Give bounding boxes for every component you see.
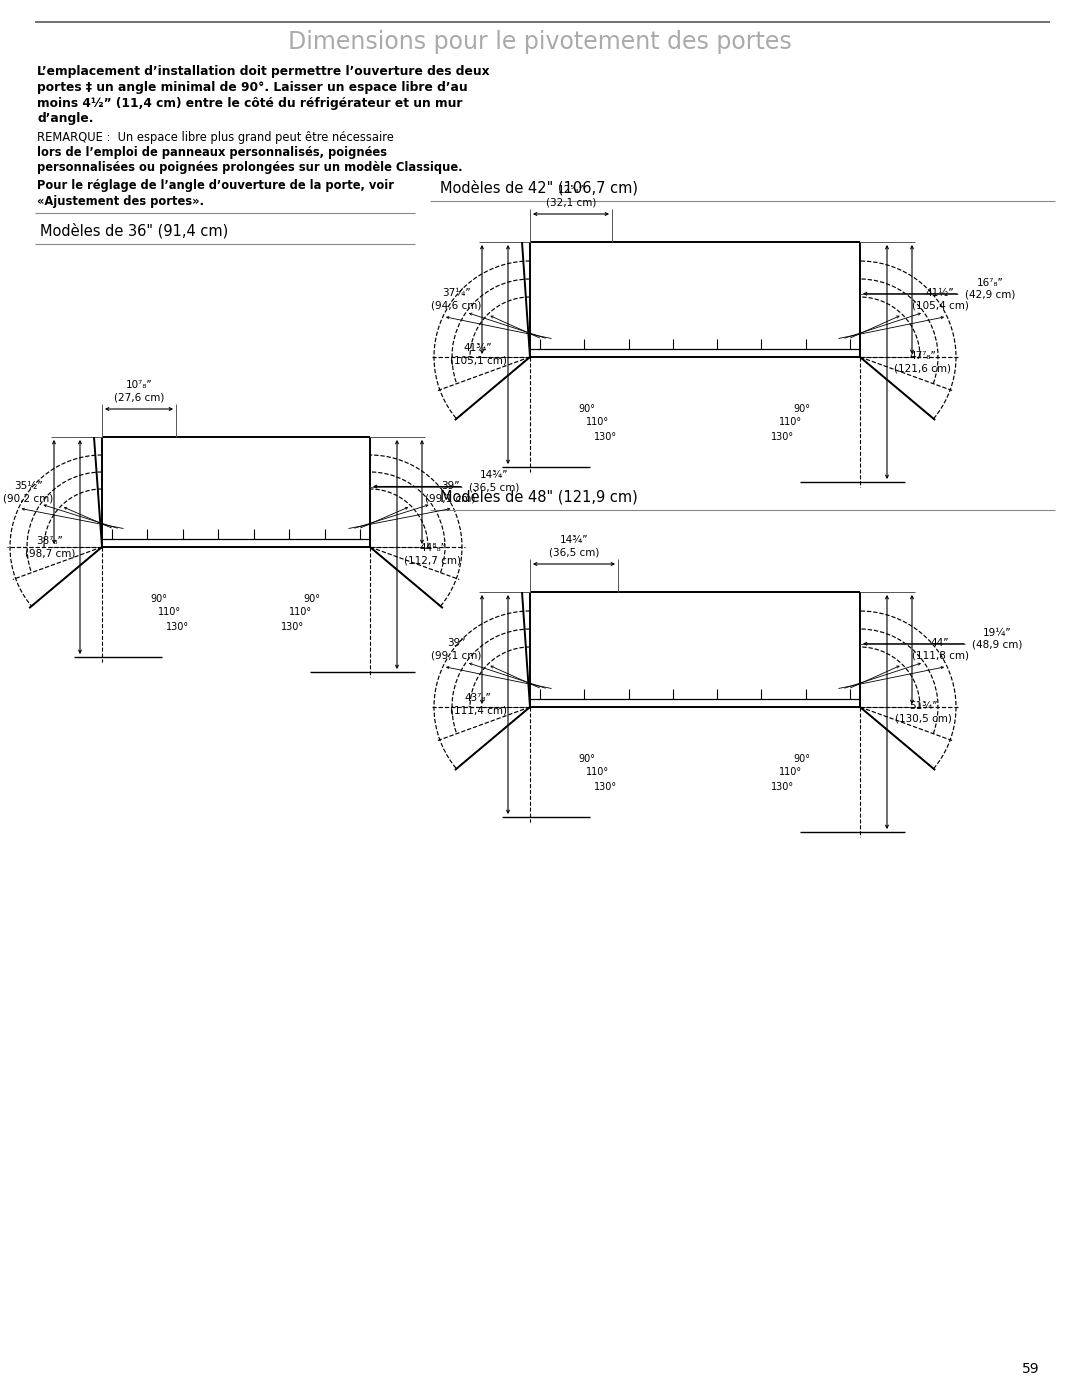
Text: lors de l’emploi de panneaux personnalisés, poignées: lors de l’emploi de panneaux personnalis… <box>37 147 387 159</box>
Text: REMARQUE :  Un espace libre plus grand peut être nécessaire: REMARQUE : Un espace libre plus grand pe… <box>37 130 394 144</box>
Text: «Ajustement des portes».: «Ajustement des portes». <box>37 194 204 208</box>
Text: 130°: 130° <box>771 432 794 441</box>
Text: Modèles de 36" (91,4 cm): Modèles de 36" (91,4 cm) <box>40 224 228 239</box>
Text: 16⁷₈”
(42,9 cm): 16⁷₈” (42,9 cm) <box>964 278 1015 300</box>
Text: d’angle.: d’angle. <box>37 112 94 124</box>
Text: 110°: 110° <box>779 416 802 427</box>
Text: 130°: 130° <box>771 782 794 792</box>
Text: 130°: 130° <box>166 622 189 631</box>
Text: 51¾”
(130,5 cm): 51¾” (130,5 cm) <box>894 701 951 724</box>
Text: 130°: 130° <box>281 622 303 631</box>
Text: L’emplacement d’installation doit permettre l’ouverture des deux: L’emplacement d’installation doit permet… <box>37 66 489 78</box>
Text: 130°: 130° <box>594 782 617 792</box>
Text: 47⁷₈”
(121,6 cm): 47⁷₈” (121,6 cm) <box>894 351 951 373</box>
Text: personnalisées ou poignées prolongées sur un modèle Classique.: personnalisées ou poignées prolongées su… <box>37 162 462 175</box>
Text: 130°: 130° <box>594 432 617 441</box>
Text: 43⁷₈”
(111,4 cm): 43⁷₈” (111,4 cm) <box>449 693 507 715</box>
Text: 90°: 90° <box>578 404 595 414</box>
Text: 35½”
(90,2 cm): 35½” (90,2 cm) <box>3 481 53 503</box>
Text: 90°: 90° <box>793 404 810 414</box>
Text: 90°: 90° <box>578 754 595 764</box>
Text: 14¾”
(36,5 cm): 14¾” (36,5 cm) <box>549 535 599 557</box>
Text: 59: 59 <box>1023 1362 1040 1376</box>
Text: 39”
(99,1 cm): 39” (99,1 cm) <box>431 638 482 661</box>
Text: portes ‡ un angle minimal de 90°. Laisser un espace libre d’au: portes ‡ un angle minimal de 90°. Laisse… <box>37 81 468 94</box>
Text: 110°: 110° <box>158 608 181 617</box>
Text: Pour le réglage de l’angle d’ouverture de la porte, voir: Pour le réglage de l’angle d’ouverture d… <box>37 179 394 191</box>
Text: 90°: 90° <box>303 594 320 604</box>
Text: Modèles de 42" (106,7 cm): Modèles de 42" (106,7 cm) <box>440 180 638 196</box>
Text: 110°: 110° <box>288 608 312 617</box>
Text: moins 4½” (11,4 cm) entre le côté du réfrigérateur et un mur: moins 4½” (11,4 cm) entre le côté du réf… <box>37 96 462 109</box>
Text: 39”
(99,1 cm): 39” (99,1 cm) <box>424 481 475 503</box>
Text: 41¾”
(105,1 cm): 41¾” (105,1 cm) <box>449 344 507 366</box>
Text: 110°: 110° <box>586 416 609 427</box>
Text: 14¾”
(36,5 cm): 14¾” (36,5 cm) <box>469 471 519 493</box>
Text: Modèles de 48" (121,9 cm): Modèles de 48" (121,9 cm) <box>440 489 638 504</box>
Text: 10⁷₈”
(27,6 cm): 10⁷₈” (27,6 cm) <box>113 380 164 402</box>
Text: 110°: 110° <box>779 767 802 777</box>
Text: 37¼”
(94,6 cm): 37¼” (94,6 cm) <box>431 288 482 310</box>
Text: 38⁷₈”
(98,7 cm): 38⁷₈” (98,7 cm) <box>25 536 76 559</box>
Text: 90°: 90° <box>150 594 167 604</box>
Text: 44⁸₈”
(112,7 cm): 44⁸₈” (112,7 cm) <box>405 543 461 566</box>
Text: 90°: 90° <box>793 754 810 764</box>
Text: 41½”
(105,4 cm): 41½” (105,4 cm) <box>912 288 969 310</box>
Text: Dimensions pour le pivotement des portes: Dimensions pour le pivotement des portes <box>288 29 792 54</box>
Text: 110°: 110° <box>586 767 609 777</box>
Text: 44”
(111,8 cm): 44” (111,8 cm) <box>912 638 969 661</box>
Text: 19¼”
(48,9 cm): 19¼” (48,9 cm) <box>972 627 1022 650</box>
Text: 12⁵₈”
(32,1 cm): 12⁵₈” (32,1 cm) <box>545 184 596 207</box>
